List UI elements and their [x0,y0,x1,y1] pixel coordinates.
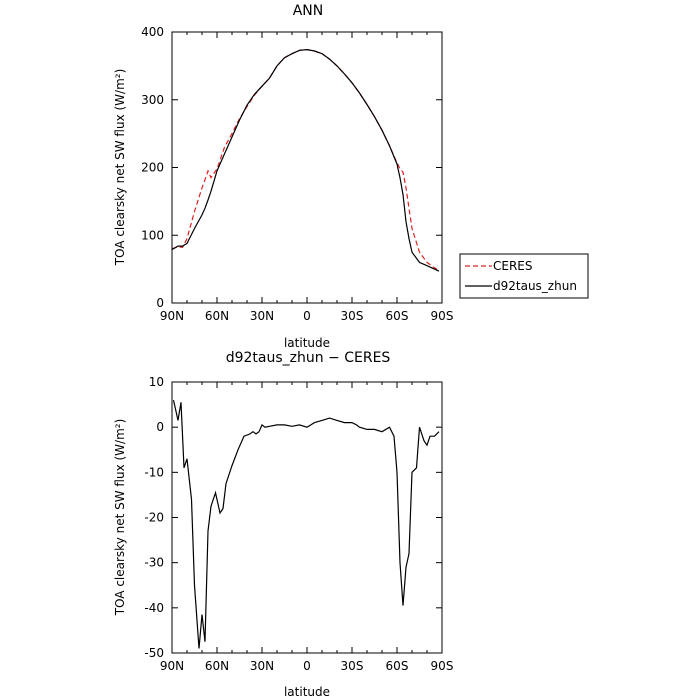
x-tick-label: 30N [250,659,274,673]
y-tick-label: 400 [141,25,164,39]
x-tick-label: 30N [250,309,274,323]
bottom-y-axis-label: TOA clearsky net SW flux (W/m²) [113,419,127,617]
top-y-axis-label: TOA clearsky net SW flux (W/m²) [113,69,127,267]
x-tick-label: 60S [386,309,409,323]
x-tick-label: 90S [431,659,454,673]
x-tick-label: 60S [386,659,409,673]
top-plot-frame [171,31,443,304]
y-tick-label: -30 [144,556,164,570]
legend-label-ceres: CERES [493,259,533,273]
y-tick-label: 200 [141,161,164,175]
bottom-chart-title: d92taus_zhun − CERES [226,350,391,366]
x-tick-label: 0 [303,309,311,323]
x-tick-label: 60N [205,309,229,323]
x-tick-label: 60N [205,659,229,673]
x-tick-label: 30S [341,659,364,673]
ceres-series-line [171,48,440,272]
bottom-panel: d92taus_zhun − CERES -50-40-30-20-10010 … [113,350,453,699]
y-tick-label: -20 [144,511,164,525]
y-tick-label: 300 [141,93,164,107]
x-tick-label: 30S [341,309,364,323]
top-x-axis-label: latitude [284,336,330,350]
y-tick-label: 100 [141,228,164,242]
y-tick-label: 0 [156,296,164,310]
x-tick-label: 90N [160,659,184,673]
y-tick-label: -50 [144,646,164,660]
x-tick-label: 90N [160,309,184,323]
bottom-plot-frame [171,381,443,654]
y-tick-label: 10 [149,375,164,389]
y-tick-label: -10 [144,465,164,479]
top-panel: ANN 0 100 200 300 400 90N 60N 30N 0 30S 60S 90S TO… [113,3,453,350]
x-tick-label: 90S [431,309,454,323]
legend: CERES d92taus_zhun [459,253,589,299]
model-series-line [171,48,440,272]
difference-series-line [172,399,440,649]
top-chart-title: ANN [293,3,324,19]
legend-box [459,253,589,299]
bottom-x-axis-label: latitude [284,685,330,699]
x-tick-label: 0 [303,659,311,673]
y-tick-label: -40 [144,601,164,615]
y-tick-label: 0 [156,420,164,434]
legend-label-model: d92taus_zhun [493,279,577,293]
